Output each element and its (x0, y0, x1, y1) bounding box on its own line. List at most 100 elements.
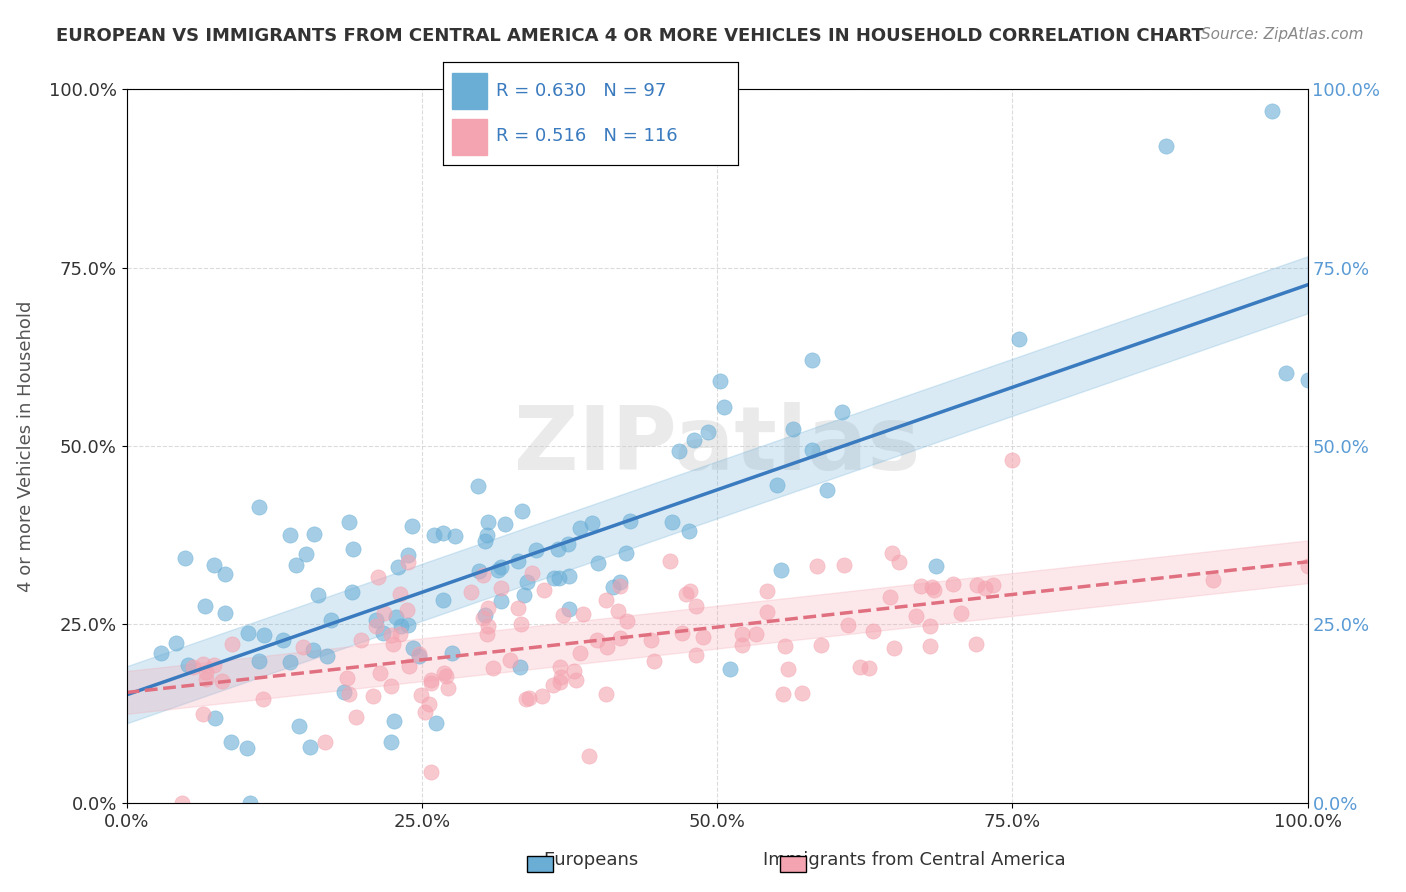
Point (342, 542, 364, 557)
Point (517, 691, 540, 706)
Point (413, 706, 436, 720)
Point (364, 613, 387, 627)
Point (408, 648, 430, 662)
Point (506, 553, 529, 567)
Point (371, 626, 394, 640)
Point (772, 687, 794, 701)
Point (832, 558, 855, 572)
FancyBboxPatch shape (451, 73, 486, 109)
Point (195, 665, 218, 679)
Point (253, 628, 276, 642)
Point (174, 550, 197, 565)
Point (219, 735, 242, 749)
Point (436, 669, 458, 683)
Point (513, 588, 536, 602)
Point (569, 646, 592, 660)
Point (252, 691, 274, 706)
Point (474, 533, 496, 548)
Point (880, 546, 903, 560)
Point (337, 515, 360, 529)
Point (548, 571, 571, 585)
Point (486, 563, 509, 577)
Point (373, 606, 395, 620)
Text: Europeans: Europeans (543, 851, 638, 869)
Point (278, 655, 301, 669)
Point (193, 657, 215, 671)
Point (557, 602, 579, 616)
Point (489, 582, 512, 596)
Point (284, 558, 307, 572)
Point (595, 593, 617, 607)
Point (202, 558, 225, 572)
Point (770, 563, 793, 577)
Point (333, 685, 356, 699)
Point (697, 425, 720, 439)
Point (595, 687, 617, 701)
Point (302, 526, 325, 541)
Point (150, 647, 173, 661)
Point (755, 584, 778, 599)
Point (204, 711, 226, 725)
Point (396, 617, 419, 632)
Point (1261, 103, 1284, 118)
Point (380, 628, 402, 642)
Point (543, 571, 565, 585)
Point (755, 605, 778, 619)
Point (800, 353, 823, 368)
Point (745, 627, 768, 641)
Point (565, 673, 588, 687)
Point (398, 658, 420, 673)
Point (195, 672, 218, 686)
Text: Immigrants from Central America: Immigrants from Central America (762, 851, 1066, 869)
Point (910, 578, 932, 592)
Point (477, 601, 499, 615)
Point (382, 714, 405, 729)
Point (718, 661, 741, 675)
Point (616, 614, 638, 628)
Point (596, 640, 619, 655)
Text: ZIPatlas: ZIPatlas (515, 402, 920, 490)
Point (402, 641, 425, 656)
Point (271, 632, 294, 647)
Point (396, 602, 419, 616)
Point (922, 582, 945, 597)
Point (609, 579, 631, 593)
Point (441, 646, 464, 660)
Point (291, 640, 314, 654)
Point (731, 638, 754, 652)
Point (443, 529, 465, 543)
Text: EUROPEAN VS IMMIGRANTS FROM CENTRAL AMERICA 4 OR MORE VEHICLES IN HOUSEHOLD CORR: EUROPEAN VS IMMIGRANTS FROM CENTRAL AMER… (56, 27, 1204, 45)
Point (548, 660, 571, 674)
Point (368, 666, 391, 681)
Point (314, 735, 336, 749)
Point (950, 606, 973, 620)
Point (298, 739, 321, 754)
Point (731, 627, 754, 641)
Point (904, 608, 927, 623)
Point (172, 796, 194, 810)
Point (640, 632, 662, 647)
Point (557, 537, 579, 551)
Point (432, 526, 454, 541)
Point (165, 636, 187, 650)
Point (921, 580, 943, 594)
Point (419, 675, 441, 690)
Point (433, 665, 456, 680)
Point (176, 658, 198, 673)
Point (858, 661, 880, 675)
Point (437, 681, 460, 696)
Point (515, 692, 537, 706)
Point (381, 637, 404, 651)
Point (350, 632, 373, 647)
Point (471, 611, 494, 625)
Point (510, 617, 533, 632)
Point (889, 555, 911, 569)
Point (420, 765, 443, 780)
Text: R = 0.516   N = 116: R = 0.516 N = 116 (496, 128, 678, 145)
Point (249, 500, 271, 515)
Point (211, 674, 233, 689)
Point (363, 689, 385, 703)
Point (494, 517, 516, 532)
Point (340, 585, 363, 599)
Point (661, 515, 683, 529)
